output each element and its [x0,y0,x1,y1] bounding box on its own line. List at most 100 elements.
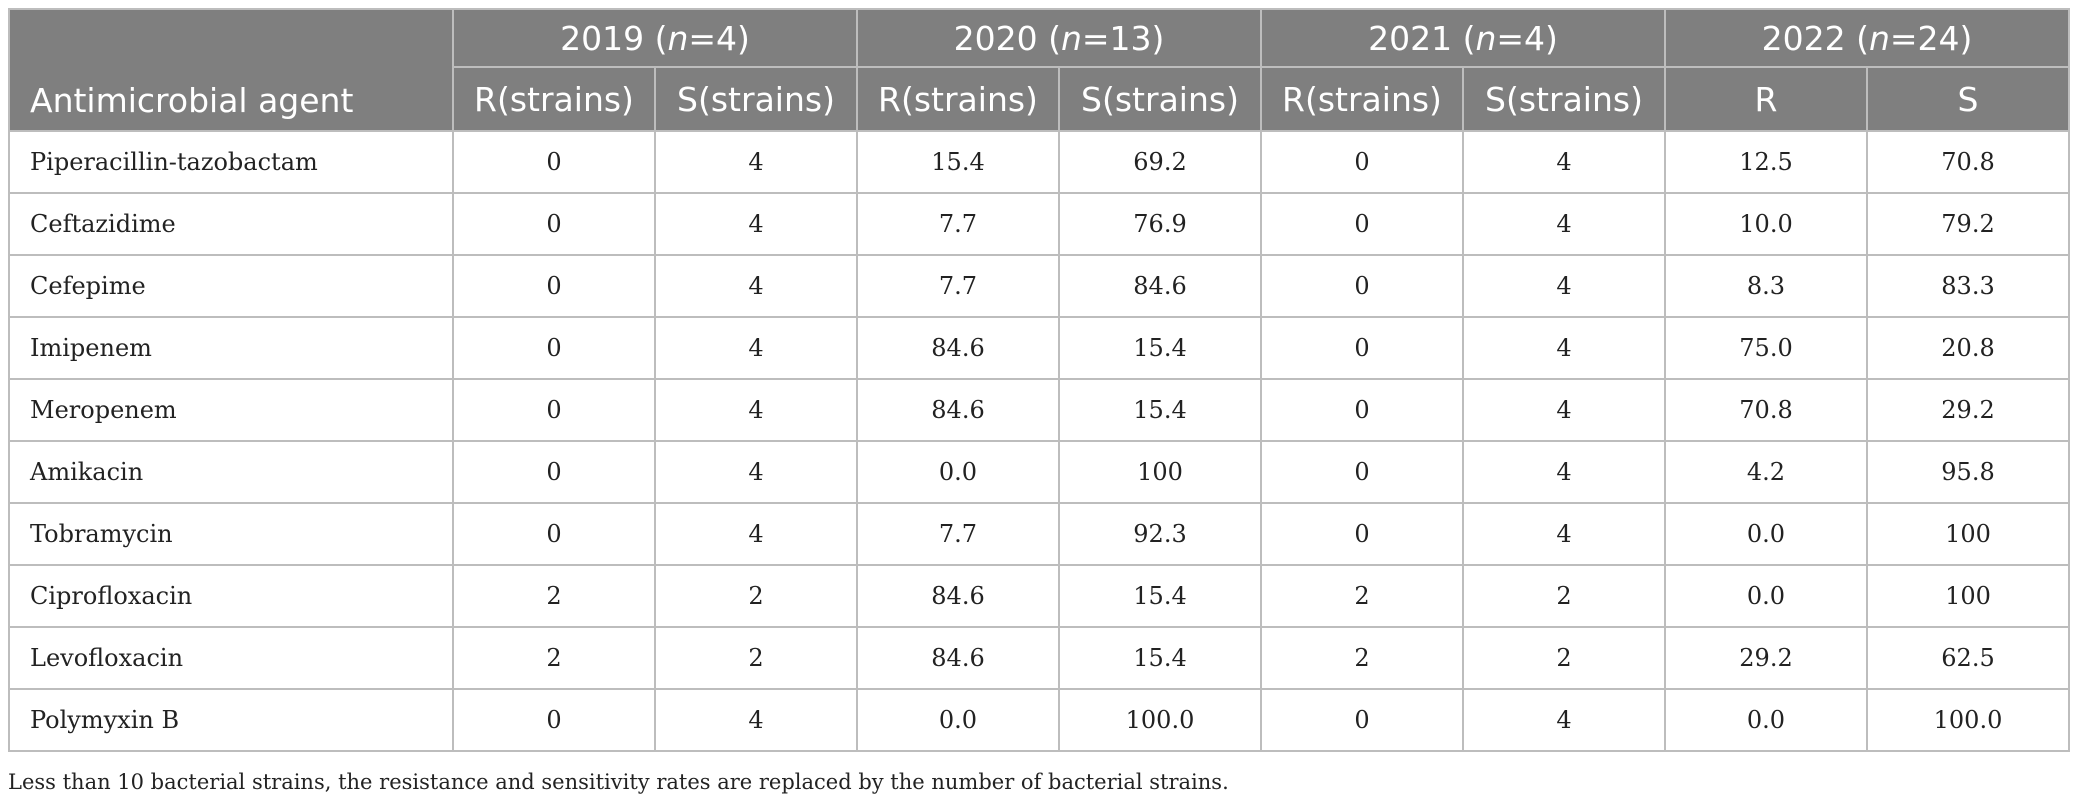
table-row: Ciprofloxacin 2 2 84.6 15.4 2 2 0.0 100 [8,564,2070,628]
table-row: Tobramycin 0 4 7.7 92.3 0 4 0.0 100 [8,502,2070,566]
n-count: =4) [688,18,750,58]
value-cell: 2 [1462,564,1666,628]
value-cell: 29.2 [1866,378,2070,442]
agent-name-cell: Ciprofloxacin [8,564,454,628]
table-row: Levofloxacin 2 2 84.6 15.4 2 2 29.2 62.5 [8,626,2070,690]
value-cell: 10.0 [1664,192,1868,256]
value-cell: 0.0 [856,440,1060,504]
value-cell: 4 [1462,688,1666,752]
value-cell: 100.0 [1058,688,1262,752]
agent-name-cell: Ceftazidime [8,192,454,256]
value-cell: 15.4 [1058,626,1262,690]
agent-name-cell: Amikacin [8,440,454,504]
year-group-header-2022: 2022 (n=24) [1664,8,2070,68]
value-cell: 0 [452,316,656,380]
value-cell: 4 [1462,502,1666,566]
value-cell: 15.4 [1058,564,1262,628]
agent-name-cell: Tobramycin [8,502,454,566]
value-cell: 84.6 [856,316,1060,380]
value-cell: 0 [452,378,656,442]
value-cell: 0 [452,130,656,194]
value-cell: 4.2 [1664,440,1868,504]
value-cell: 100 [1866,502,2070,566]
n-variable: n [667,18,689,58]
value-cell: 0 [1260,688,1464,752]
value-cell: 4 [654,440,858,504]
value-cell: 0.0 [856,688,1060,752]
n-count: =13) [1081,18,1165,58]
table-footnote: Less than 10 bacterial strains, the resi… [8,770,1229,794]
value-cell: 8.3 [1664,254,1868,318]
table-row: Imipenem 0 4 84.6 15.4 0 4 75.0 20.8 [8,316,2070,380]
agent-name-cell: Polymyxin B [8,688,454,752]
n-open: ( [654,18,668,58]
agent-name-cell: Meropenem [8,378,454,442]
year-group-header-2021: 2021 (n=4) [1260,8,1666,68]
agent-name-cell: Imipenem [8,316,454,380]
header-subheader-row: R(strains) S(strains) R(strains) S(strai… [9,66,2070,132]
value-cell: 20.8 [1866,316,2070,380]
header-group-row: Antimicrobial agent 2019 (n=4) 2020 (n=1… [8,8,2070,132]
value-cell: 2 [654,626,858,690]
data-table-container: Antimicrobial agent 2019 (n=4) 2020 (n=1… [8,8,2070,752]
antimicrobial-susceptibility-table: Antimicrobial agent 2019 (n=4) 2020 (n=1… [8,8,2070,752]
table-row: Cefepime 0 4 7.7 84.6 0 4 8.3 83.3 [8,254,2070,318]
value-cell: 0.0 [1664,564,1868,628]
value-cell: 15.4 [1058,378,1262,442]
value-cell: 75.0 [1664,316,1868,380]
table-row: Amikacin 0 4 0.0 100 0 4 4.2 95.8 [8,440,2070,504]
n-variable: n [1868,18,1890,58]
value-cell: 0 [452,440,656,504]
subheader-cell: R(strains) [452,66,656,132]
value-cell: 4 [1462,254,1666,318]
n-count: =24) [1889,18,1973,58]
n-count: =4) [1496,18,1558,58]
agent-name-cell: Cefepime [8,254,454,318]
subheader-cell: S [1866,66,2070,132]
value-cell: 4 [654,192,858,256]
n-variable: n [1475,18,1497,58]
value-cell: 2 [1462,626,1666,690]
value-cell: 84.6 [856,564,1060,628]
table-row: Meropenem 0 4 84.6 15.4 0 4 70.8 29.2 [8,378,2070,442]
value-cell: 7.7 [856,192,1060,256]
value-cell: 2 [452,626,656,690]
subheader-cell: R(strains) [856,66,1060,132]
agent-column-header: Antimicrobial agent [8,8,454,132]
value-cell: 4 [654,378,858,442]
value-cell: 100 [1058,440,1262,504]
year-label: 2021 [1368,18,1453,58]
value-cell: 0 [452,688,656,752]
value-cell: 4 [1462,378,1666,442]
table-row: Piperacillin-tazobactam 0 4 15.4 69.2 0 4 12.5 7… [8,130,2070,194]
agent-name-cell: Piperacillin-tazobactam [8,130,454,194]
value-cell: 0 [1260,192,1464,256]
value-cell: 76.9 [1058,192,1262,256]
year-label: 2022 [1761,18,1846,58]
value-cell: 15.4 [856,130,1060,194]
year-group-header-2020: 2020 (n=13) [856,8,1262,68]
value-cell: 92.3 [1058,502,1262,566]
value-cell: 79.2 [1866,192,2070,256]
value-cell: 0 [1260,316,1464,380]
subheader-cell: S(strains) [1058,66,1262,132]
value-cell: 84.6 [856,378,1060,442]
value-cell: 0 [1260,254,1464,318]
value-cell: 4 [1462,192,1666,256]
value-cell: 100 [1866,564,2070,628]
value-cell: 100.0 [1866,688,2070,752]
value-cell: 0 [1260,378,1464,442]
value-cell: 0.0 [1664,688,1868,752]
agent-name-cell: Levofloxacin [8,626,454,690]
value-cell: 7.7 [856,502,1060,566]
value-cell: 2 [452,564,656,628]
value-cell: 0 [452,192,656,256]
value-cell: 4 [654,254,858,318]
value-cell: 4 [1462,440,1666,504]
value-cell: 4 [1462,316,1666,380]
value-cell: 95.8 [1866,440,2070,504]
agent-column-header-label: Antimicrobial agent [30,81,354,120]
value-cell: 70.8 [1664,378,1868,442]
n-open: ( [1856,18,1869,58]
value-cell: 70.8 [1866,130,2070,194]
